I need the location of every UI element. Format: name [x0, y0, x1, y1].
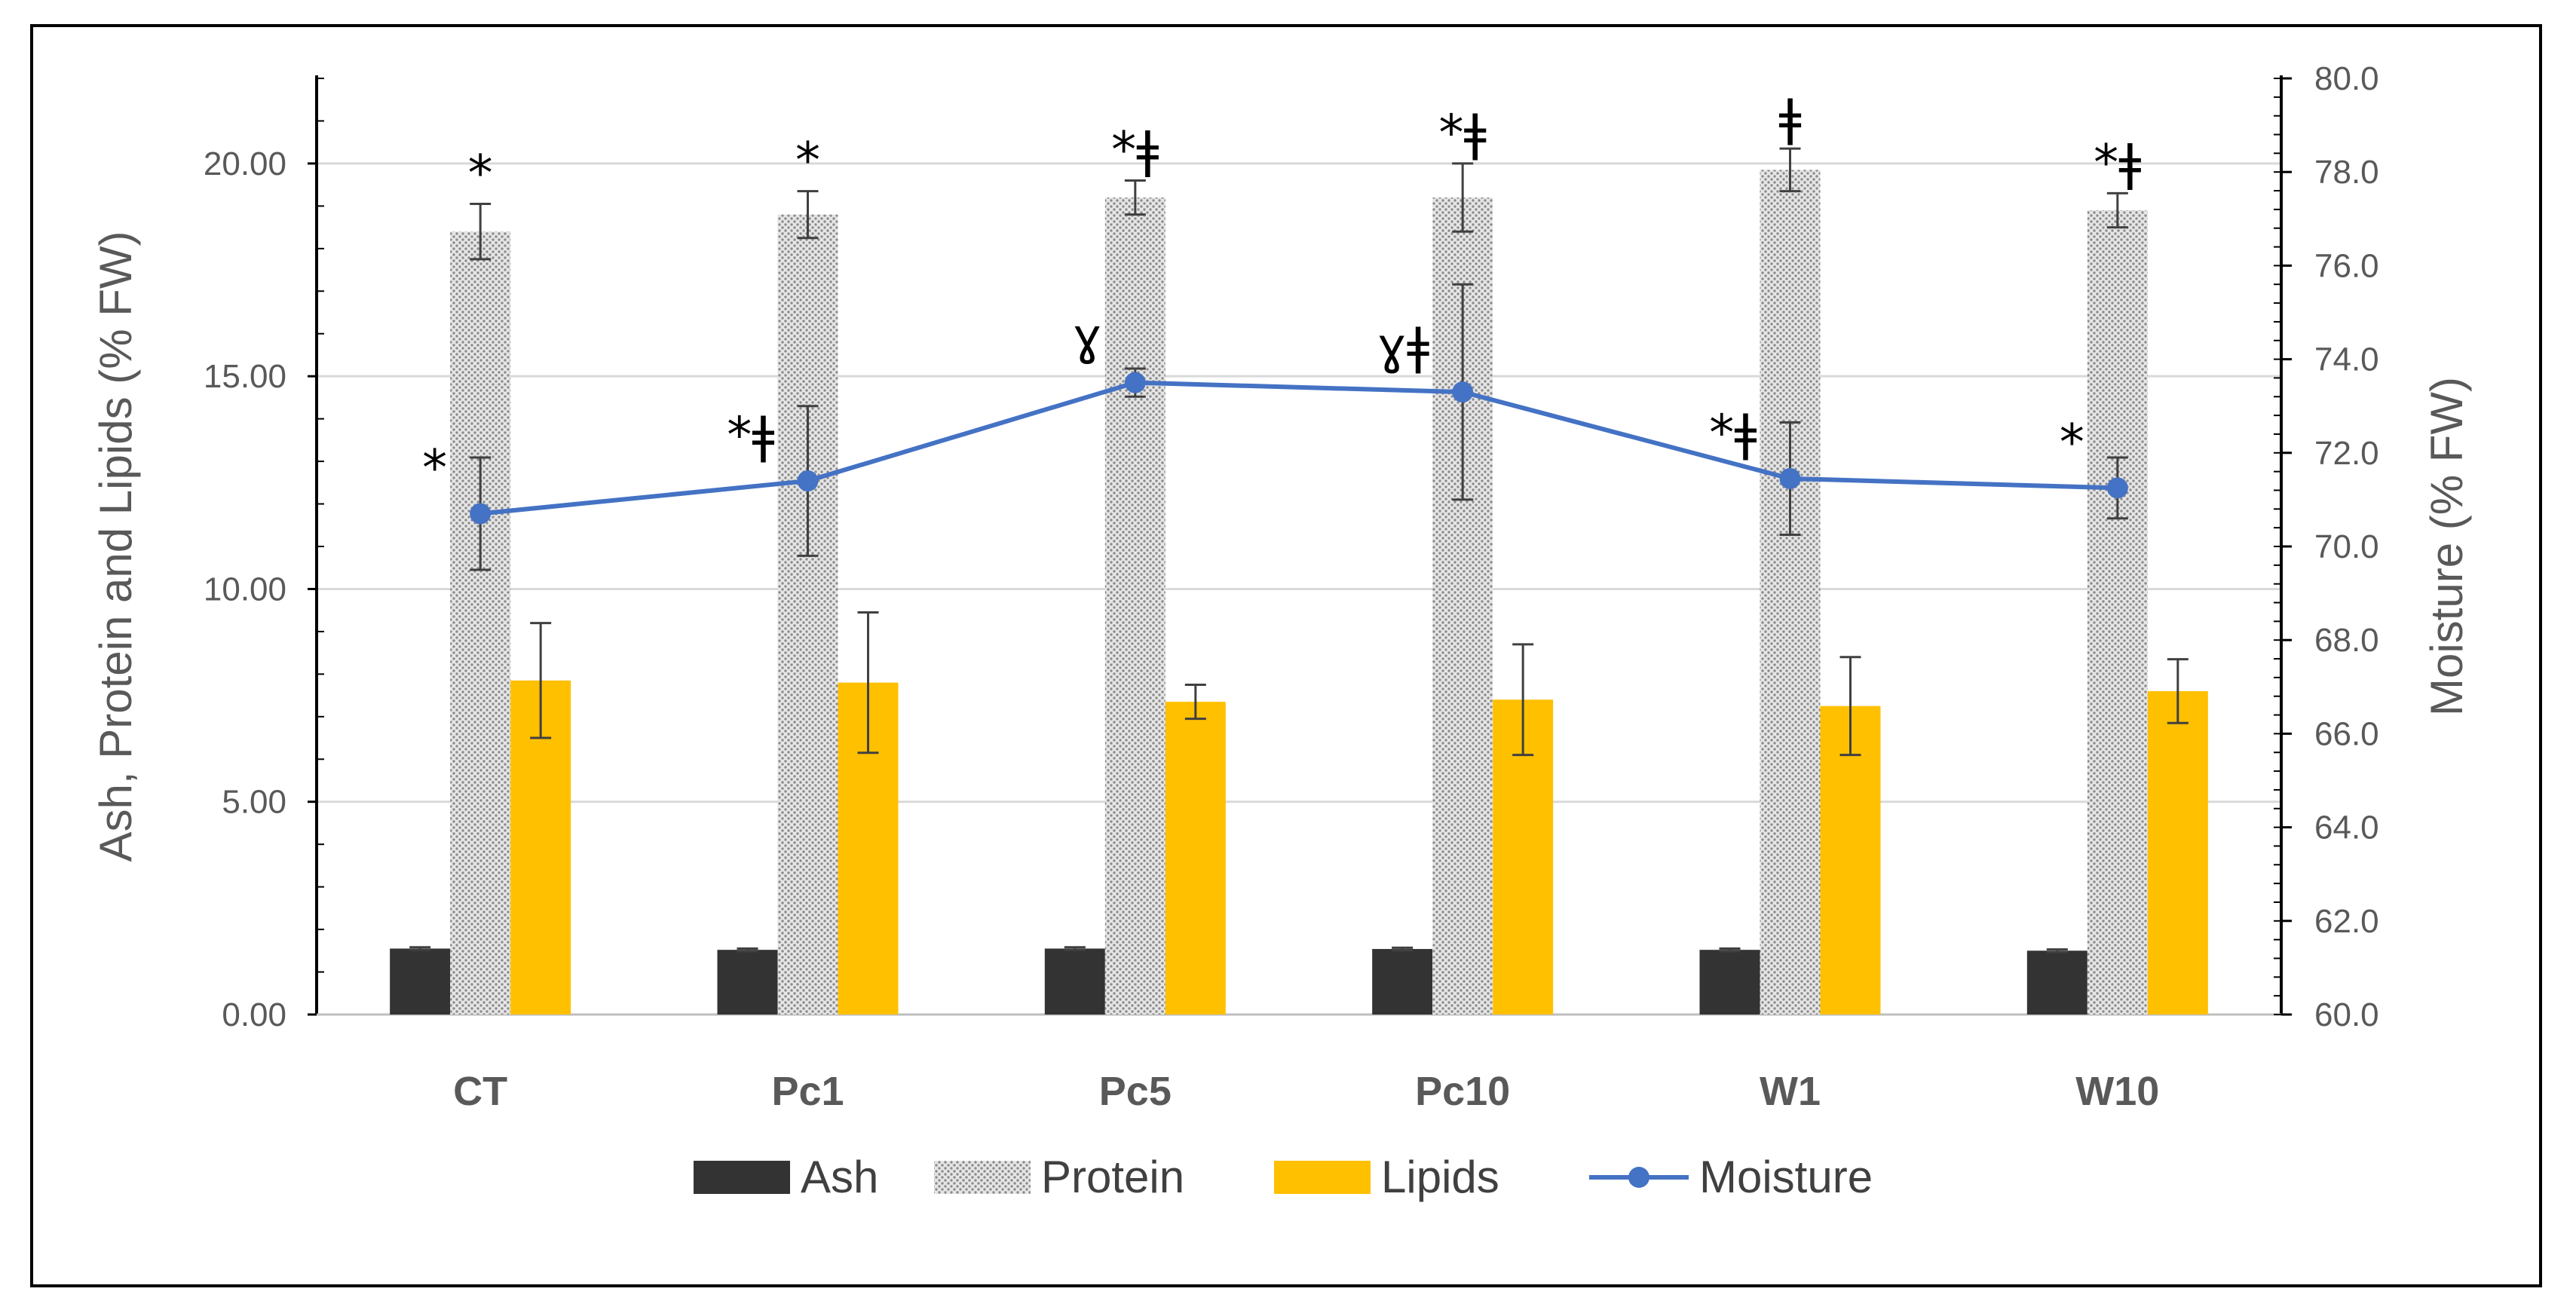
moisture-point	[1779, 467, 1801, 489]
moisture-point	[1124, 372, 1146, 393]
moisture-annotation: ɣ	[1073, 308, 1102, 366]
bar-lipids	[2147, 690, 2208, 1015]
x-tick-label: CT	[453, 1069, 507, 1114]
y2-axis-title: Moisture (% FW)	[2421, 377, 2472, 716]
gridlines	[317, 162, 2281, 803]
bar-lipids	[1820, 705, 1881, 1015]
bar-lipids	[1165, 702, 1226, 1015]
y2-tick-label: 76.0	[2314, 247, 2379, 284]
legend-label-ash: Ash	[801, 1152, 878, 1202]
moisture-annotation: *	[422, 439, 447, 497]
protein-annotation: *	[795, 132, 820, 190]
y2-tick-label: 64.0	[2314, 810, 2379, 846]
y2-tick-label: 66.0	[2314, 715, 2379, 752]
legend-label-protein: Protein	[1041, 1152, 1184, 1202]
y-tick-label: 0.00	[222, 996, 286, 1033]
protein-annotation: *	[468, 145, 493, 203]
moisture-point	[470, 503, 492, 525]
x-tick-label: Pc10	[1415, 1069, 1510, 1114]
legend-swatch-marker	[1628, 1167, 1649, 1188]
protein-annotation: *ǂ	[1111, 121, 1159, 179]
legend-swatch-protein	[934, 1161, 1031, 1194]
bar-protein	[1760, 170, 1821, 1015]
bar-ash	[1699, 950, 1760, 1015]
y2-tick-label: 80.0	[2314, 60, 2379, 97]
moisture-series-line	[479, 380, 2118, 516]
legend-label-moisture: Moisture	[1699, 1152, 1873, 1202]
y2-tick-label: 68.0	[2314, 622, 2379, 659]
bar-ash	[1372, 949, 1433, 1015]
y2-tick-label: 70.0	[2314, 528, 2379, 565]
y-tick-label: 15.00	[204, 358, 286, 395]
moisture-annotation: ɣǂ	[1377, 317, 1430, 375]
bar-protein	[1104, 197, 1165, 1015]
moisture-line	[470, 283, 2128, 571]
moisture-point	[1452, 381, 1474, 403]
bar-ash	[717, 950, 778, 1015]
bars	[390, 147, 2208, 1015]
legend-label-lipids: Lipids	[1381, 1152, 1499, 1202]
x-tick-label: W1	[1760, 1069, 1821, 1114]
y-tick-label: 10.00	[204, 571, 286, 608]
y2-tick-label: 74.0	[2314, 341, 2379, 378]
bar-protein	[450, 231, 511, 1015]
moisture-annotation: *ǂ	[1709, 404, 1757, 462]
axes: 0.00 5.00 10.00 15.00 20.00 60.0 62.0 64.0 66.0 6…	[90, 60, 2472, 1033]
legend-swatch-ash	[694, 1161, 790, 1194]
chart: 0.00 5.00 10.00 15.00 20.00 60.0 62.0 64.0 66.0 6…	[90, 60, 2472, 1202]
moisture-point	[2106, 477, 2128, 499]
bar-protein	[2087, 210, 2148, 1015]
bar-ash	[2026, 950, 2087, 1015]
chart-frame: 0.00 5.00 10.00 15.00 20.00 60.0 62.0 64.0 66.0 6…	[30, 24, 2542, 1287]
y2-tick-label: 60.0	[2314, 996, 2379, 1033]
protein-annotation: *ǂ	[1439, 104, 1487, 162]
protein-annotation: ǂ	[1778, 89, 1801, 147]
y-axis-title: Ash, Protein and Lipids (% FW)	[90, 231, 141, 862]
legend-swatch-lipids	[1274, 1161, 1371, 1194]
x-tick-label: Pc1	[771, 1069, 844, 1114]
moisture-annotation: *ǂ	[727, 406, 774, 464]
bar-ash	[1044, 948, 1105, 1015]
y2-tick-label: 78.0	[2314, 154, 2379, 191]
moisture-annotation: *	[2060, 413, 2084, 471]
protein-annotation: *ǂ	[2094, 133, 2141, 191]
bar-protein	[777, 214, 838, 1015]
y2-tick-label: 62.0	[2314, 903, 2379, 940]
x-tick-label: W10	[2075, 1069, 2159, 1114]
y-tick-label: 5.00	[222, 784, 286, 821]
y-tick-label: 20.00	[204, 145, 286, 182]
labels: CT Pc1 Pc5 Pc10 W1 W10 * * *ǂ *ǂ ǂ *ǂ * *ǂ ɣ ɣǂ *ǂ *	[422, 89, 2159, 1114]
moisture-point	[797, 470, 819, 492]
legend: Ash Protein Lipids Moisture	[694, 1152, 1873, 1202]
bar-ash	[390, 948, 451, 1015]
y2-tick-label: 72.0	[2314, 435, 2379, 472]
x-tick-label: Pc5	[1099, 1069, 1172, 1114]
